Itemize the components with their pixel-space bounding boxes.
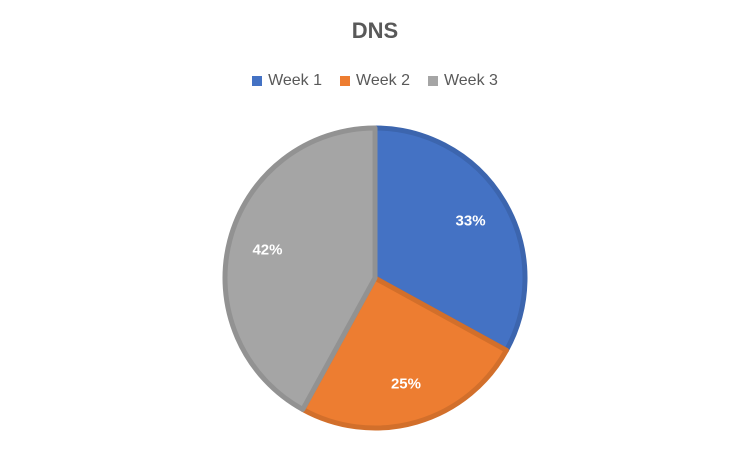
- legend-item-week-3: Week 3: [427, 72, 498, 90]
- pie-slice-week-1: [372, 125, 528, 353]
- legend-label-week-3: Week 3: [443, 72, 498, 89]
- legend-swatch-week-3: [427, 76, 438, 86]
- chart-title: DNS: [351, 18, 399, 43]
- legend-swatch-week-2: [340, 76, 351, 86]
- data-label-week-3: 42%: [252, 241, 282, 258]
- legend-label-week-1: Week 1: [268, 72, 323, 89]
- pie-slice-week-3: [222, 125, 378, 412]
- data-label-week-2: 25%: [391, 376, 421, 393]
- legend-item-week-1: Week 1: [252, 72, 322, 90]
- pie-slice-week-2: [300, 275, 509, 431]
- legend-swatch-week-1: [252, 76, 263, 86]
- legend: Week 1 Week 2 Week 3: [0, 72, 750, 90]
- data-label-week-1: 33%: [456, 212, 486, 229]
- legend-item-week-2: Week 2: [340, 72, 410, 90]
- legend-label-week-2: Week 2: [356, 72, 410, 89]
